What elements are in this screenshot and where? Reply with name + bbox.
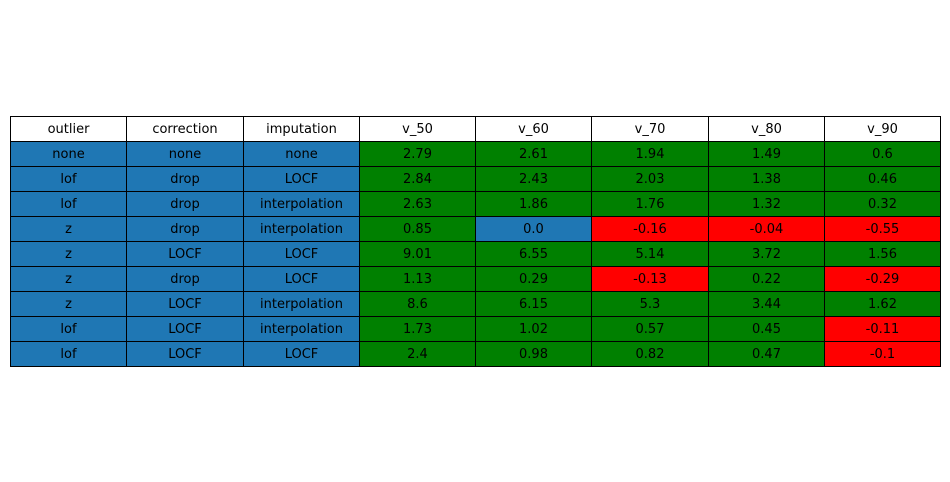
value-cell: 0.46 — [824, 166, 941, 192]
value-cell: 2.79 — [359, 141, 476, 167]
value-cell: 0.32 — [824, 191, 941, 217]
header-cell-v-90: v_90 — [824, 116, 941, 142]
label-cell: LOCF — [126, 341, 244, 367]
results-table: outlier correction imputation v_50 v_60 v_70 v… — [10, 116, 941, 367]
header-cell-v-50: v_50 — [359, 116, 476, 142]
header-cell-v-60: v_60 — [475, 116, 592, 142]
value-cell: -0.55 — [824, 216, 941, 242]
value-cell: 3.72 — [708, 241, 825, 267]
table-row: lof drop interpolation 2.63 1.86 1.76 1.32 0.32 — [10, 191, 941, 217]
label-cell: LOCF — [243, 341, 360, 367]
value-cell: 5.3 — [591, 291, 709, 317]
header-row: outlier correction imputation v_50 v_60 v_70 v… — [10, 116, 941, 142]
value-cell: 2.63 — [359, 191, 476, 217]
value-cell: -0.16 — [591, 216, 709, 242]
value-cell: 1.62 — [824, 291, 941, 317]
label-cell: z — [10, 266, 127, 292]
table-row: z drop LOCF 1.13 0.29 -0.13 0.22 -0.29 — [10, 266, 941, 292]
label-cell: z — [10, 216, 127, 242]
value-cell: 0.82 — [591, 341, 709, 367]
value-cell: 0.85 — [359, 216, 476, 242]
value-cell: 2.84 — [359, 166, 476, 192]
value-cell: 0.47 — [708, 341, 825, 367]
label-cell: interpolation — [243, 191, 360, 217]
header-cell-outlier: outlier — [10, 116, 127, 142]
value-cell: 9.01 — [359, 241, 476, 267]
value-cell: 2.43 — [475, 166, 592, 192]
table-row: z drop interpolation 0.85 0.0 -0.16 -0.04 -0.55 — [10, 216, 941, 242]
value-cell: 1.02 — [475, 316, 592, 342]
label-cell: interpolation — [243, 291, 360, 317]
value-cell: 0.29 — [475, 266, 592, 292]
value-cell: 0.45 — [708, 316, 825, 342]
value-cell: 2.61 — [475, 141, 592, 167]
label-cell: lof — [10, 166, 127, 192]
label-cell: LOCF — [243, 241, 360, 267]
value-cell: 0.57 — [591, 316, 709, 342]
value-cell: -0.1 — [824, 341, 941, 367]
label-cell: LOCF — [126, 316, 244, 342]
value-cell: 1.94 — [591, 141, 709, 167]
results-table-container: outlier correction imputation v_50 v_60 v_70 v… — [10, 116, 941, 367]
table-row: lof LOCF interpolation 1.73 1.02 0.57 0.45 -0.1… — [10, 316, 941, 342]
label-cell: lof — [10, 341, 127, 367]
table-row: z LOCF LOCF 9.01 6.55 5.14 3.72 1.56 — [10, 241, 941, 267]
value-cell: 8.6 — [359, 291, 476, 317]
table-body: none none none 2.79 2.61 1.94 1.49 0.6 lof drop LO… — [10, 141, 941, 367]
header-cell-imputation: imputation — [243, 116, 360, 142]
value-cell: -0.04 — [708, 216, 825, 242]
label-cell: LOCF — [243, 166, 360, 192]
label-cell: interpolation — [243, 316, 360, 342]
table-row: none none none 2.79 2.61 1.94 1.49 0.6 — [10, 141, 941, 167]
value-cell: 1.86 — [475, 191, 592, 217]
value-cell: 1.32 — [708, 191, 825, 217]
label-cell: none — [243, 141, 360, 167]
value-cell: 1.49 — [708, 141, 825, 167]
label-cell: none — [126, 141, 244, 167]
label-cell: drop — [126, 216, 244, 242]
label-cell: none — [10, 141, 127, 167]
label-cell: LOCF — [126, 291, 244, 317]
value-cell: 6.15 — [475, 291, 592, 317]
value-cell: 0.6 — [824, 141, 941, 167]
value-cell: 0.0 — [475, 216, 592, 242]
label-cell: lof — [10, 316, 127, 342]
value-cell: -0.13 — [591, 266, 709, 292]
label-cell: z — [10, 241, 127, 267]
value-cell: 1.38 — [708, 166, 825, 192]
value-cell: 1.13 — [359, 266, 476, 292]
value-cell: -0.11 — [824, 316, 941, 342]
label-cell: drop — [126, 166, 244, 192]
value-cell: 2.4 — [359, 341, 476, 367]
header-cell-v-70: v_70 — [591, 116, 709, 142]
table-row: lof LOCF LOCF 2.4 0.98 0.82 0.47 -0.1 — [10, 341, 941, 367]
value-cell: 5.14 — [591, 241, 709, 267]
label-cell: drop — [126, 266, 244, 292]
value-cell: 1.76 — [591, 191, 709, 217]
label-cell: z — [10, 291, 127, 317]
label-cell: drop — [126, 191, 244, 217]
header-cell-v-80: v_80 — [708, 116, 825, 142]
label-cell: lof — [10, 191, 127, 217]
label-cell: LOCF — [243, 266, 360, 292]
label-cell: interpolation — [243, 216, 360, 242]
value-cell: 0.22 — [708, 266, 825, 292]
label-cell: LOCF — [126, 241, 244, 267]
value-cell: -0.29 — [824, 266, 941, 292]
value-cell: 6.55 — [475, 241, 592, 267]
table-row: z LOCF interpolation 8.6 6.15 5.3 3.44 1.62 — [10, 291, 941, 317]
table-row: lof drop LOCF 2.84 2.43 2.03 1.38 0.46 — [10, 166, 941, 192]
header-cell-correction: correction — [126, 116, 244, 142]
value-cell: 2.03 — [591, 166, 709, 192]
value-cell: 1.73 — [359, 316, 476, 342]
value-cell: 1.56 — [824, 241, 941, 267]
value-cell: 0.98 — [475, 341, 592, 367]
value-cell: 3.44 — [708, 291, 825, 317]
